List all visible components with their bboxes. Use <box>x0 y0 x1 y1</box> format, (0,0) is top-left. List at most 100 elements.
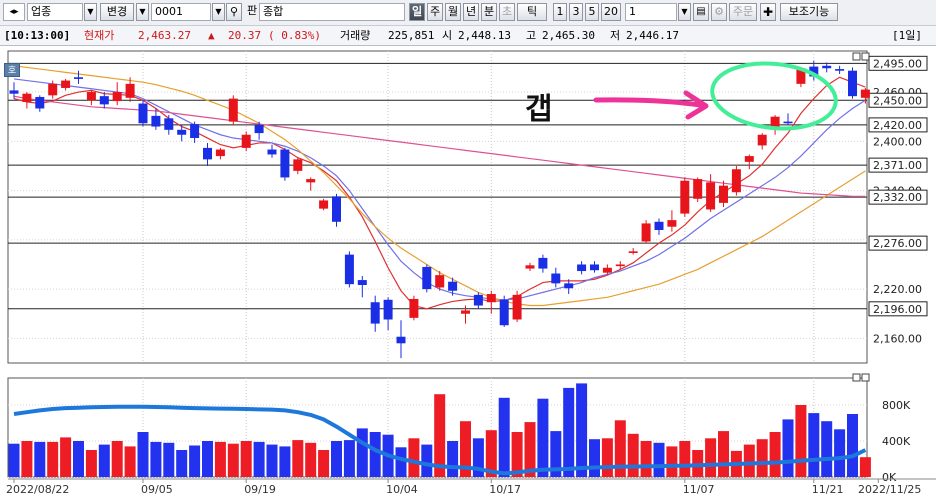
volume-bar <box>214 441 226 477</box>
period-year-button[interactable]: 년 <box>463 3 479 21</box>
price-level-box <box>868 92 928 108</box>
candle-body <box>177 129 187 135</box>
candle-body <box>590 264 599 271</box>
price-tick-label: 2,220.00 <box>873 283 922 296</box>
candle-body <box>48 83 58 96</box>
interval-5-button[interactable]: 5 <box>585 3 599 21</box>
period-second-button[interactable]: 초 <box>499 3 515 21</box>
candle-body <box>422 266 432 290</box>
period-tick-button[interactable]: 틱 <box>517 3 547 21</box>
candle-body <box>74 77 83 79</box>
candle-body <box>860 89 870 98</box>
price-level-box <box>868 117 928 133</box>
candle-body <box>731 169 741 193</box>
price-level-label: 2,495.00 <box>873 57 922 70</box>
period-minute-button[interactable]: 분 <box>481 3 497 21</box>
high-label: 고 <box>526 29 537 42</box>
volume-panel-close-icon <box>861 373 870 382</box>
candle-body <box>602 267 612 273</box>
volume-bar <box>550 431 562 477</box>
volume-bar <box>150 441 162 477</box>
candle-body <box>654 221 664 230</box>
crosshair-plus-icon[interactable]: ✚ <box>760 3 776 21</box>
gap-arrow-head <box>683 90 709 120</box>
period-day-button[interactable]: 일 <box>409 3 425 21</box>
change-button[interactable]: 변경 <box>100 3 134 21</box>
nav-arrows-icon[interactable]: ◂▸ <box>3 3 25 21</box>
market-select[interactable]: 업종 <box>27 3 83 21</box>
quote-bar: [10:13:00] 현재가 2,463.27 ▲ 20.37 ( 0.83%)… <box>0 26 936 46</box>
candle-body <box>448 281 458 291</box>
candle-body <box>22 93 32 102</box>
price-level-label: 2,371.00 <box>873 159 922 172</box>
candle-body <box>796 68 806 84</box>
code-history-dropdown-icon[interactable]: ▼ <box>136 3 149 21</box>
candle-body <box>525 265 535 269</box>
high-value: 2,465.30 <box>542 29 595 42</box>
interval-dropdown-icon[interactable]: ▼ <box>678 3 691 21</box>
toolbar: ◂▸ 업종 ▼ 변경 ▼ 0001 ▼ ⚲ 판 종합 일 주 월 년 분 초 틱… <box>0 0 936 26</box>
search-icon[interactable]: ⚲ <box>226 3 242 21</box>
volume-bar <box>743 444 755 477</box>
stock-chart[interactable]: 2,160.002,220.002,280.002,340.002,400.00… <box>0 47 936 499</box>
candle-body <box>293 159 303 171</box>
open-label: 시 <box>442 29 453 42</box>
volume-bar <box>589 439 600 477</box>
settings-gear-icon[interactable]: ⚙ <box>711 3 727 21</box>
period-week-button[interactable]: 주 <box>427 3 443 21</box>
candle-body <box>757 134 767 146</box>
candle-body <box>125 83 135 98</box>
volume-value: 225,851 <box>388 29 435 42</box>
candle-body <box>409 298 419 318</box>
x-axis-label: 09/19 <box>244 483 276 496</box>
code-input[interactable]: 0001 <box>151 3 211 21</box>
candle-body <box>744 156 754 162</box>
candle-body <box>370 302 380 324</box>
highlight-ellipse <box>710 61 838 131</box>
volume-bar <box>808 413 820 477</box>
index-name-field[interactable]: 종합 <box>259 3 405 21</box>
x-axis-label: 09/05 <box>141 483 173 496</box>
volume-bar <box>111 441 123 477</box>
volume-bar <box>227 443 239 477</box>
price-level-label: 2,276.00 <box>873 237 922 250</box>
order-button[interactable]: 주문 <box>729 3 757 21</box>
candle-body <box>86 92 96 101</box>
candle-body <box>809 66 819 77</box>
volume-bar <box>614 420 626 477</box>
code-dropdown-icon[interactable]: ▼ <box>212 3 225 21</box>
candle-body <box>9 90 19 94</box>
candle-body <box>151 115 161 127</box>
market-dropdown-icon[interactable]: ▼ <box>84 3 97 21</box>
candle-body <box>383 299 393 320</box>
interval-1-button[interactable]: 1 <box>553 3 567 21</box>
candle-body <box>215 149 225 157</box>
price-level-box <box>868 301 928 317</box>
volume-bar <box>718 431 729 477</box>
candle-body <box>499 299 509 326</box>
pin-toggle-icon[interactable]: 호 <box>4 63 20 77</box>
interval-20-button[interactable]: 20 <box>601 3 621 21</box>
volume-bar <box>653 442 665 477</box>
x-axis-label: 10/04 <box>386 483 418 496</box>
low-label: 저 <box>610 29 621 42</box>
interval-3-button[interactable]: 3 <box>569 3 583 21</box>
x-axis-label: 2022/11/25 <box>858 483 921 496</box>
volume-bar <box>369 432 381 477</box>
volume-bar <box>859 457 871 477</box>
volume-bar <box>460 421 471 477</box>
volume-bar <box>202 441 213 477</box>
volume-bar <box>679 441 691 477</box>
candle-body <box>835 69 845 71</box>
candle-body <box>396 336 406 344</box>
candle-body <box>706 182 716 210</box>
period-month-button[interactable]: 월 <box>445 3 461 21</box>
volume-bar <box>34 441 46 477</box>
save-icon[interactable]: ▤ <box>693 3 709 21</box>
interval-input[interactable]: 1 <box>625 3 677 21</box>
volume-bar <box>601 438 613 477</box>
candle-body <box>615 264 625 267</box>
change-percent: ( 0.83%) <box>268 29 321 42</box>
aux-function-button[interactable]: 보조기능 <box>780 3 838 21</box>
volume-bar <box>447 441 459 477</box>
